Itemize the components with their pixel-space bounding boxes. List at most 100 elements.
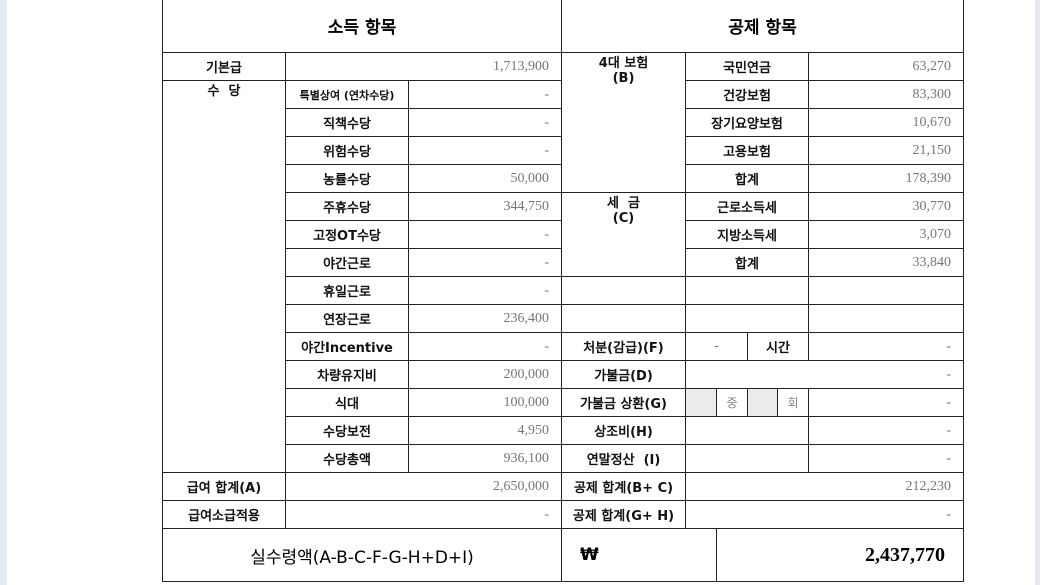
penalty-label: 처분(감급)(F) [561, 332, 687, 361]
year-end-label: 연말정산 (I) [561, 444, 687, 473]
advance-repay-times-field[interactable] [747, 388, 779, 417]
retro-value: - [284, 500, 563, 529]
allowance-label: 수 당 [162, 80, 286, 473]
allowance-item-label: 연장근로 [285, 304, 409, 333]
allowance-item-label: 고정OT수당 [285, 220, 409, 249]
table-row: 급여소급적용 - 공제 합계(G+ H) - [162, 500, 965, 529]
allowance-item-value: 50,000 [407, 164, 563, 193]
allowance-item-label: 직책수당 [285, 108, 409, 137]
tax-item-label: 근로소득세 [685, 192, 810, 221]
allowance-item-value: - [407, 80, 563, 109]
insurance-item-value: 21,150 [808, 136, 965, 165]
insurance-item-label: 국민연금 [685, 52, 810, 81]
empty-cell [808, 304, 965, 333]
empty-cell [685, 416, 810, 445]
empty-cell [685, 444, 810, 473]
year-end-value: - [808, 444, 965, 473]
insurance-item-label: 장기요양보험 [685, 108, 810, 137]
currency-symbol: ₩ [561, 528, 718, 582]
income-title: 소득 항목 [161, 0, 563, 53]
deduction-title: 공제 항목 [561, 0, 965, 53]
allowance-item-value: - [407, 332, 563, 361]
tax-item-label: 지방소득세 [685, 220, 810, 249]
base-pay-value: 1,713,900 [284, 52, 563, 81]
table-row: 급여 합계(A) 2,650,000 공제 합계(B+ C) 212,230 [162, 472, 965, 501]
tax-total-label: 합계 [685, 248, 810, 277]
left-margin [0, 0, 7, 585]
income-total-label: 급여 합계(A) [162, 472, 286, 501]
allowance-total-label: 수당총액 [285, 444, 409, 473]
net-pay-value: 2,437,770 [716, 528, 965, 582]
penalty-value: - [808, 332, 965, 361]
advance-repay-count-field[interactable] [685, 388, 718, 417]
table-row: 기본급 1,713,900 4대 보험 (B) 국민연금 63,270 [162, 52, 965, 193]
income-total-value: 2,650,000 [284, 472, 563, 501]
advance-value: - [685, 360, 965, 389]
allowance-item-label: 휴일근로 [285, 276, 409, 305]
empty-cell [685, 304, 810, 333]
empty-cell [808, 276, 965, 305]
payslip-table: 소득 항목 공제 항목 기본급 1,713,900 4대 보험 (B) 국민연금 … [161, 0, 965, 582]
allowance-item-value: 200,000 [407, 360, 563, 389]
allowance-item-value: - [407, 108, 563, 137]
allowance-item-value: 4,950 [407, 416, 563, 445]
insurance-item-label: 고용보험 [685, 136, 810, 165]
advance-repay-label: 가불금 상환(G) [561, 388, 687, 417]
tax-label: 세 금 (C) [561, 192, 687, 277]
deduction-total-gh-label: 공제 합계(G+ H) [561, 500, 687, 529]
allowance-total-value: 936,100 [407, 444, 563, 473]
allowance-item-label: 식대 [285, 388, 409, 417]
table-row: 휴일근로 - [163, 276, 965, 305]
table-row: 직책수당 - 장기요양보험 10,670 [163, 108, 965, 137]
insurance-item-label: 건강보험 [685, 80, 810, 109]
tax-item-value: 30,770 [808, 192, 965, 221]
insurance-item-value: 83,300 [808, 80, 965, 109]
allowance-item-label: 특별상여 (연차수당) [285, 80, 409, 109]
allowance-item-value: 236,400 [407, 304, 563, 333]
table-row: 수 당 특별상여 (연차수당) - 건강보험 83,300 [162, 80, 965, 473]
insurance-total-value: 178,390 [808, 164, 965, 193]
table-row: 야간근로 - 합계 33,840 [163, 248, 965, 277]
right-margin [1035, 0, 1040, 585]
table-row: 고정OT수당 - 지방소득세 3,070 [163, 220, 965, 249]
condolence-label: 상조비(H) [561, 416, 687, 445]
table-row: 농률수당 50,000 합계 178,390 [163, 164, 965, 193]
allowance-item-value: 344,750 [407, 192, 563, 221]
insurance-label: 4대 보험 (B) [561, 52, 687, 193]
empty-cell [561, 304, 687, 333]
retro-label: 급여소급적용 [162, 500, 286, 529]
base-pay-label: 기본급 [162, 52, 286, 81]
insurance-total-label: 합계 [685, 164, 810, 193]
allowance-item-label: 차량유지비 [285, 360, 409, 389]
table-row: 식대 100,000 가불금 상환(G) 중 회 - [163, 388, 965, 417]
table-row: 실수령액(A-B-C-F-G-H+D+I) ₩ 2,437,770 [161, 528, 965, 582]
advance-repay-of-label: 중 [716, 388, 749, 417]
allowance-item-label: 주휴수당 [285, 192, 409, 221]
table-row: 위험수당 - 고용보험 21,150 [163, 136, 965, 165]
table-row: 차량유지비 200,000 가불금(D) - [163, 360, 965, 389]
table-row: 수당보전 4,950 상조비(H) - [163, 416, 965, 445]
tax-total-value: 33,840 [808, 248, 965, 277]
empty-cell [561, 276, 687, 305]
advance-repay-value: - [808, 388, 965, 417]
allowance-item-label: 수당보전 [285, 416, 409, 445]
allowance-item-value: - [407, 220, 563, 249]
deduction-total-bc-value: 212,230 [685, 472, 965, 501]
condolence-value: - [808, 416, 965, 445]
allowance-item-label: 야간Incentive [285, 332, 409, 361]
empty-cell [685, 276, 810, 305]
deduction-total-bc-label: 공제 합계(B+ C) [561, 472, 687, 501]
table-row: 야간Incentive - 처분(감급)(F) - 시간 - [163, 332, 965, 361]
tax-item-value: 3,070 [808, 220, 965, 249]
net-pay-label: 실수령액(A-B-C-F-G-H+D+I) [161, 528, 563, 582]
table-row: 수당총액 936,100 연말정산 (I) - [163, 444, 965, 473]
allowance-item-value: - [407, 248, 563, 277]
allowance-item-label: 농률수당 [285, 164, 409, 193]
insurance-item-value: 63,270 [808, 52, 965, 81]
penalty-hours-label: 시간 [747, 332, 810, 361]
insurance-item-value: 10,670 [808, 108, 965, 137]
allowance-item-label: 위험수당 [285, 136, 409, 165]
advance-repay-times-label: 회 [777, 388, 810, 417]
table-row: 주휴수당 344,750 세 금 (C) 근로소득세 30,770 [163, 192, 965, 277]
allowance-item-value: - [407, 136, 563, 165]
